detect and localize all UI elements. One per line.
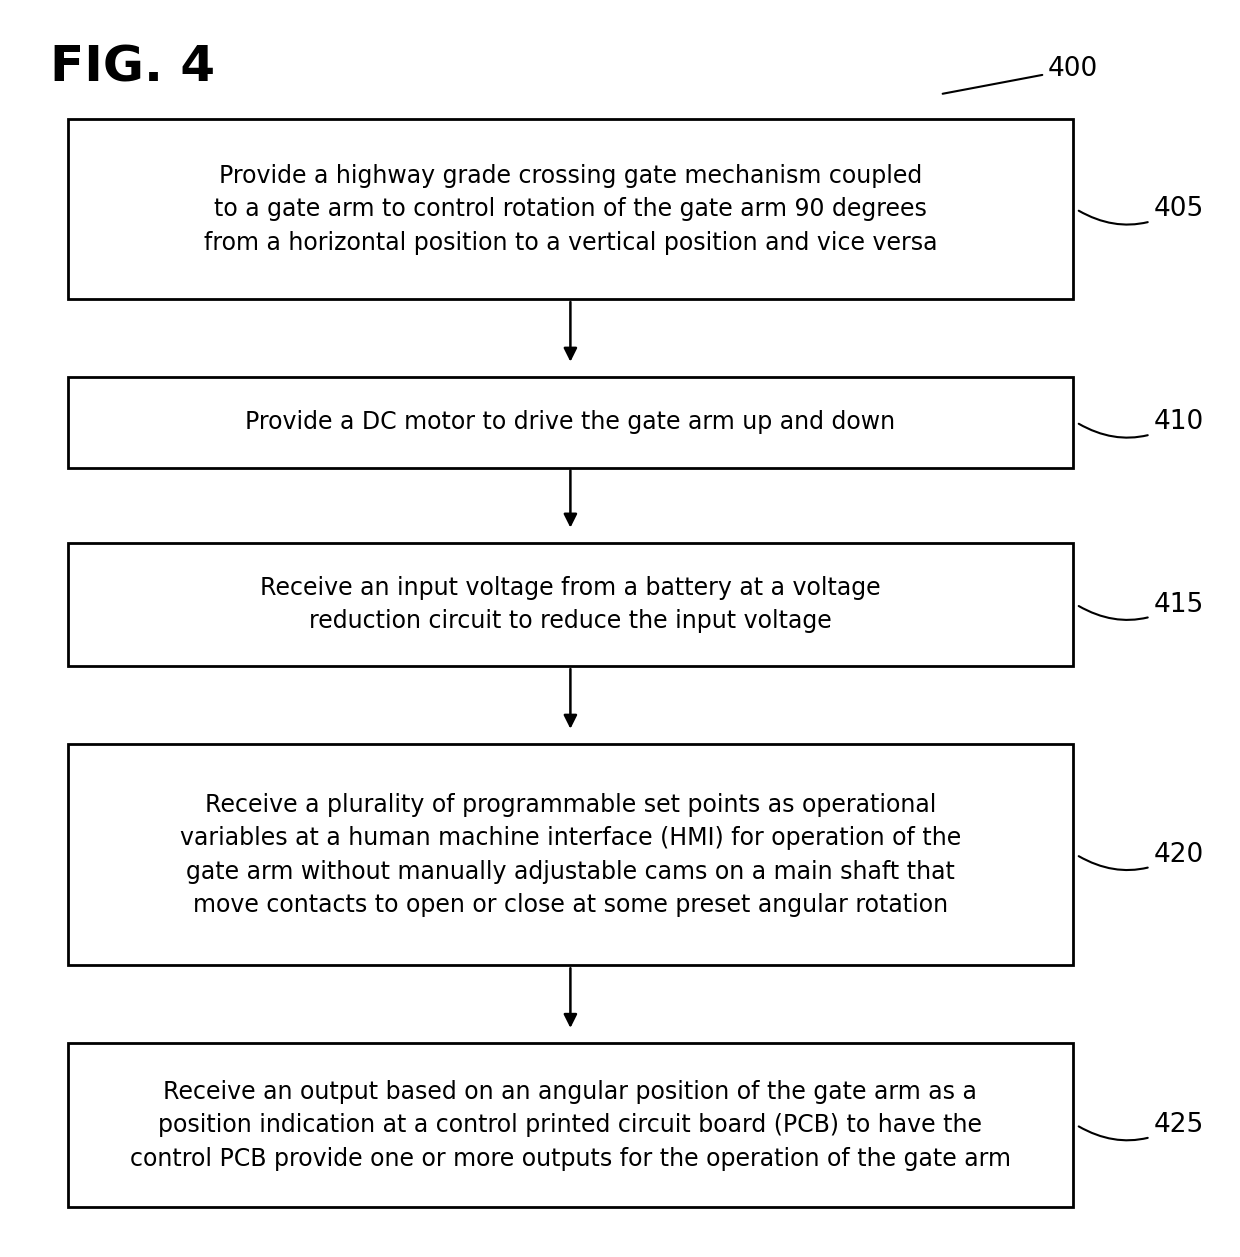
Text: 400: 400 bbox=[942, 57, 1099, 94]
Text: 425: 425 bbox=[1079, 1112, 1204, 1140]
Text: Receive an input voltage from a battery at a voltage
reduction circuit to reduce: Receive an input voltage from a battery … bbox=[260, 576, 880, 634]
Text: 405: 405 bbox=[1079, 196, 1204, 225]
Bar bbox=[68, 1043, 1073, 1207]
Text: 420: 420 bbox=[1079, 842, 1204, 870]
Bar bbox=[68, 119, 1073, 299]
Bar bbox=[68, 543, 1073, 666]
Text: 415: 415 bbox=[1079, 592, 1204, 620]
Text: Provide a highway grade crossing gate mechanism coupled
to a gate arm to control: Provide a highway grade crossing gate me… bbox=[203, 163, 937, 255]
Text: Receive an output based on an angular position of the gate arm as a
position ind: Receive an output based on an angular po… bbox=[130, 1080, 1011, 1170]
Bar bbox=[68, 744, 1073, 965]
Text: Provide a DC motor to drive the gate arm up and down: Provide a DC motor to drive the gate arm… bbox=[246, 410, 895, 435]
Text: 410: 410 bbox=[1079, 410, 1204, 437]
Bar bbox=[68, 377, 1073, 468]
Text: Receive a plurality of programmable set points as operational
variables at a hum: Receive a plurality of programmable set … bbox=[180, 792, 961, 918]
Text: FIG. 4: FIG. 4 bbox=[50, 44, 215, 92]
